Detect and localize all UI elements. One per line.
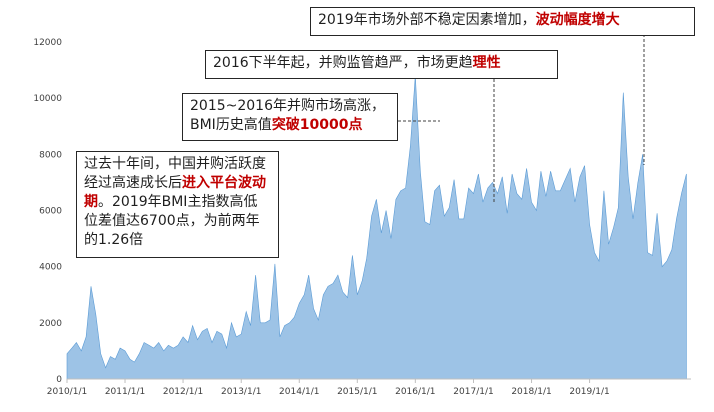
x-tick-label: 2016/1/1 xyxy=(395,387,435,397)
y-tick-label: 10000 xyxy=(33,94,62,104)
x-tick-label: 2011/1/1 xyxy=(105,387,145,397)
x-tick-label: 2010/1/1 xyxy=(47,387,87,397)
x-tick-label: 2014/1/1 xyxy=(279,387,319,397)
annotation-2015-2016-peak: 2015~2016年并购市场高涨，BMI历史高值突破10000点 xyxy=(182,93,398,141)
x-tick-label: 2012/1/1 xyxy=(163,387,203,397)
y-tick-label: 4000 xyxy=(39,263,62,273)
y-tick-label: 8000 xyxy=(39,150,62,160)
y-tick-label: 0 xyxy=(56,375,62,385)
annotation-2019-text: 2019年市场外部不稳定因素增加， xyxy=(318,12,536,28)
annotation-2016-text: 2016下半年起，并购监管趋严，市场更趋 xyxy=(213,55,473,71)
area-series-layer xyxy=(66,75,687,380)
x-tick-labels: 2010/1/1 2011/1/1 2012/1/1 2013/1/1 2014/1/1… xyxy=(47,379,610,397)
annotation-leader-lines xyxy=(398,34,645,203)
y-tick-label: 6000 xyxy=(39,207,62,217)
x-tick-label: 2013/1/1 xyxy=(221,387,261,397)
x-tick-label: 2015/1/1 xyxy=(337,387,377,397)
annotation-peak-text: 2015~2016年并购市场高涨，BMI历史高值 xyxy=(190,98,385,133)
annotation-peak-highlight: 突破10000点 xyxy=(271,116,363,133)
annotation-2016-highlight: 理性 xyxy=(472,55,501,71)
y-tick-label: 12000 xyxy=(33,38,62,48)
x-tick-label: 2018/1/1 xyxy=(511,387,551,397)
annotation-summary-highlight: 进入平台波动期 xyxy=(84,174,266,210)
y-tick-label: 2000 xyxy=(39,319,62,329)
annotation-summary-text-end: 。2019年BMI主指数高低位差值达6700点，为前两年的1.26倍 xyxy=(84,193,260,248)
x-tick-label: 2019/1/1 xyxy=(569,387,609,397)
annotation-2016-regulation: 2016下半年起，并购监管趋严，市场更趋理性 xyxy=(205,50,558,79)
annotation-2019-volatility: 2019年市场外部不稳定因素增加，波动幅度增大 xyxy=(310,7,695,36)
bmi-area-series xyxy=(66,75,687,380)
annotation-summary-text: 过去十年间，中国并购活跃度经过高速成长后 xyxy=(84,156,266,191)
x-tick-label: 2017/1/1 xyxy=(453,387,493,397)
annotation-2019-highlight: 波动幅度增大 xyxy=(535,12,620,28)
y-tick-labels: 0 2000 4000 6000 8000 10000 12000 xyxy=(33,38,62,385)
annotation-decade-summary: 过去十年间，中国并购活跃度经过高速成长后进入平台波动期。2019年BMI主指数高… xyxy=(76,151,279,258)
